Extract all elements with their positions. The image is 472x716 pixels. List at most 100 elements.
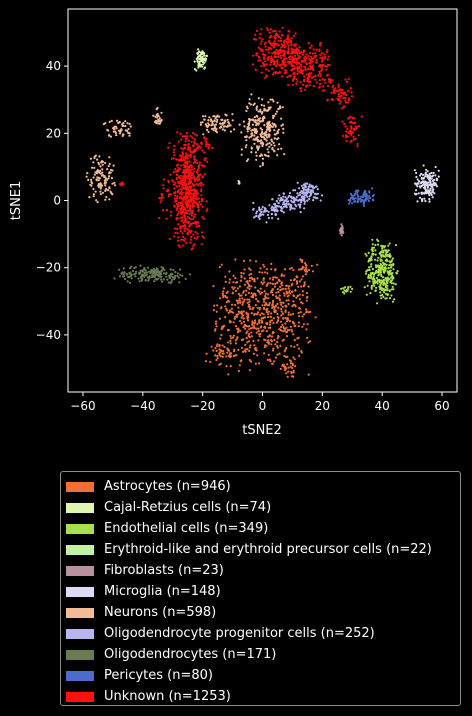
data-point <box>261 130 264 134</box>
data-point <box>262 307 266 310</box>
data-point <box>253 278 256 281</box>
data-point <box>92 187 95 191</box>
data-point <box>216 343 219 346</box>
data-point <box>133 266 136 270</box>
data-point <box>183 219 187 223</box>
legend-item: Unknown (n=1253) <box>66 686 460 707</box>
data-point <box>128 275 131 278</box>
data-point <box>435 183 438 187</box>
data-point <box>261 61 264 64</box>
data-point <box>230 310 233 313</box>
data-point <box>228 124 231 127</box>
data-point <box>250 272 253 275</box>
data-point <box>258 319 261 322</box>
data-point <box>345 140 348 143</box>
data-point <box>295 275 298 278</box>
data-point <box>302 323 305 326</box>
data-point <box>252 118 255 121</box>
y-tick-label: 40 <box>46 59 61 73</box>
data-point <box>220 325 224 328</box>
data-point <box>282 211 285 214</box>
data-point <box>340 107 343 110</box>
data-point <box>240 131 243 134</box>
data-point <box>275 213 278 216</box>
data-point <box>345 290 348 293</box>
data-point <box>326 74 329 77</box>
data-point <box>266 136 269 139</box>
data-point <box>424 187 427 190</box>
data-point <box>341 134 344 138</box>
data-point <box>150 276 154 279</box>
data-point <box>180 174 183 177</box>
data-point <box>258 335 261 338</box>
data-point <box>259 42 262 45</box>
data-point <box>251 308 254 311</box>
data-point <box>232 281 235 284</box>
data-point <box>200 52 204 56</box>
data-point <box>354 197 357 200</box>
data-point <box>301 290 304 293</box>
data-point <box>173 274 177 278</box>
data-point <box>319 73 322 76</box>
data-point <box>222 294 225 297</box>
data-point <box>232 321 235 324</box>
data-point <box>281 312 284 315</box>
data-point <box>272 349 275 352</box>
data-point <box>339 227 342 230</box>
data-point <box>382 276 385 279</box>
data-point <box>181 201 184 204</box>
data-point <box>267 46 271 49</box>
data-point <box>256 300 259 303</box>
data-point <box>354 137 357 140</box>
data-point <box>252 352 255 355</box>
data-point <box>368 268 371 272</box>
data-point <box>226 347 229 350</box>
data-point <box>379 253 382 256</box>
data-point <box>305 296 308 299</box>
data-point <box>182 156 185 159</box>
data-point <box>371 243 374 246</box>
data-point <box>260 210 263 214</box>
data-point <box>257 215 260 219</box>
data-point <box>189 193 192 196</box>
data-point <box>300 301 303 304</box>
x-axis-title: tSNE2 <box>242 423 282 438</box>
data-point <box>188 170 191 173</box>
data-point <box>268 204 271 207</box>
data-point <box>379 291 382 294</box>
data-point <box>281 26 284 29</box>
data-point <box>266 293 269 296</box>
data-point <box>263 281 266 284</box>
data-point <box>215 131 219 134</box>
data-point <box>290 266 293 270</box>
data-point <box>328 80 331 83</box>
data-point <box>257 329 260 332</box>
data-point <box>296 192 299 195</box>
data-point <box>280 314 283 317</box>
data-point <box>287 84 290 87</box>
data-point <box>183 229 186 233</box>
data-point <box>169 193 172 196</box>
data-point <box>271 278 274 281</box>
data-point <box>189 178 192 181</box>
data-point <box>315 59 318 62</box>
data-point <box>253 344 256 347</box>
data-point <box>302 266 305 269</box>
data-point <box>275 48 278 52</box>
data-point <box>152 114 155 117</box>
data-point <box>174 270 177 274</box>
data-point <box>206 128 209 131</box>
data-point <box>337 83 340 86</box>
data-point <box>325 68 328 71</box>
data-point <box>155 270 158 273</box>
data-point <box>376 279 379 282</box>
data-point <box>274 282 277 286</box>
legend-item: Fibroblasts (n=23) <box>66 560 460 581</box>
data-point <box>197 48 200 51</box>
data-point <box>289 61 292 64</box>
data-point <box>304 273 307 276</box>
data-point <box>292 65 295 68</box>
data-point <box>248 98 251 101</box>
data-point <box>420 191 423 194</box>
